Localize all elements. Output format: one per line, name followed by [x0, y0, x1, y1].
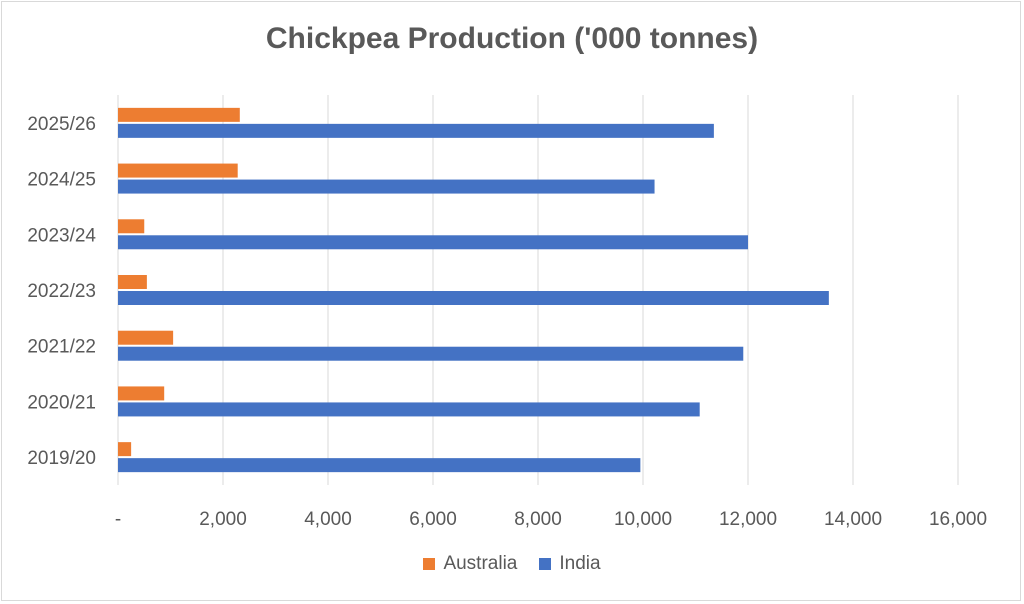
x-tick-label: 6,000 — [409, 509, 457, 530]
y-tick-label: 2021/22 — [27, 337, 96, 358]
bar-australia-2023-24 — [118, 219, 145, 234]
y-tick-label: 2024/25 — [27, 170, 96, 191]
bars — [118, 107, 829, 473]
y-tick-label: 2025/26 — [27, 114, 96, 135]
bar-australia-2020-21 — [118, 386, 165, 401]
x-tick-label: 4,000 — [304, 509, 352, 530]
x-axis-labels: - 2,000 4,000 6,000 8,000 10,000 12,000 14,000 1… — [115, 509, 987, 530]
legend-item-india: India — [539, 553, 601, 575]
x-tick-label: 16,000 — [929, 509, 987, 530]
bar-australia-2022-23 — [118, 275, 147, 289]
bar-india-2023-24 — [118, 235, 748, 250]
legend-label-australia: Australia — [443, 553, 518, 574]
y-tick-label: 2022/23 — [27, 281, 96, 302]
y-axis-labels: 2019/20 2020/21 2021/22 2022/23 2023/24 2024/… — [27, 114, 96, 469]
bar-australia-2021-22 — [118, 330, 174, 345]
legend-label-india: India — [559, 553, 601, 574]
bar-india-2025-26 — [118, 123, 714, 138]
y-tick-label: 2019/20 — [27, 448, 96, 469]
bar-india-2019-20 — [118, 458, 641, 473]
bar-australia-2025-26 — [118, 107, 240, 122]
bar-india-2024-25 — [118, 179, 655, 194]
bar-india-2021-22 — [118, 346, 744, 361]
grid-lines — [117, 95, 959, 485]
chart-title: Chickpea Production ('000 tonnes) — [265, 22, 759, 55]
x-tick-label: 14,000 — [824, 509, 882, 530]
bar-australia-2024-25 — [118, 163, 238, 178]
x-tick-label: 12,000 — [719, 509, 777, 530]
bar-australia-2019-20 — [118, 442, 132, 457]
y-tick-label: 2023/24 — [27, 225, 96, 246]
legend-swatch-australia — [423, 558, 436, 570]
x-tick-label: 2,000 — [199, 509, 247, 530]
legend-item-australia: Australia — [423, 553, 517, 575]
x-tick-label: - — [115, 509, 121, 530]
bar-india-2020-21 — [118, 402, 700, 417]
y-tick-label: 2020/21 — [27, 392, 96, 413]
bar-india-2022-23 — [118, 291, 829, 305]
legend-swatch-india — [539, 558, 552, 570]
legend: Australia India — [0, 553, 1024, 575]
x-tick-label: 8,000 — [514, 509, 562, 530]
x-tick-label: 10,000 — [614, 509, 672, 530]
